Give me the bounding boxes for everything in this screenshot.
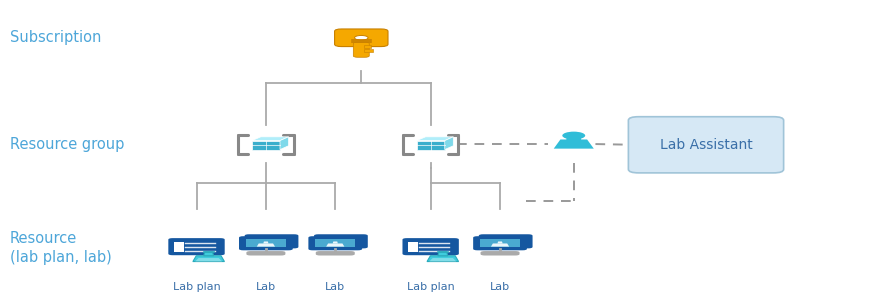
Polygon shape bbox=[427, 256, 458, 262]
FancyBboxPatch shape bbox=[315, 239, 355, 248]
FancyBboxPatch shape bbox=[408, 242, 418, 245]
FancyBboxPatch shape bbox=[246, 251, 285, 256]
FancyBboxPatch shape bbox=[473, 236, 527, 250]
FancyBboxPatch shape bbox=[480, 239, 520, 248]
Polygon shape bbox=[332, 242, 337, 244]
FancyBboxPatch shape bbox=[566, 138, 580, 142]
FancyBboxPatch shape bbox=[478, 234, 532, 248]
Polygon shape bbox=[496, 242, 514, 245]
FancyBboxPatch shape bbox=[239, 236, 293, 250]
Polygon shape bbox=[251, 141, 280, 150]
FancyBboxPatch shape bbox=[408, 245, 418, 248]
Text: Lab Assistant: Lab Assistant bbox=[659, 138, 752, 152]
FancyBboxPatch shape bbox=[353, 42, 368, 57]
FancyBboxPatch shape bbox=[408, 249, 418, 252]
Text: Lab plan: Lab plan bbox=[172, 282, 220, 292]
Text: Resource
(lab plan, lab): Resource (lab plan, lab) bbox=[10, 231, 112, 266]
FancyBboxPatch shape bbox=[308, 236, 362, 250]
FancyBboxPatch shape bbox=[246, 239, 286, 248]
FancyBboxPatch shape bbox=[174, 242, 183, 245]
Text: Subscription: Subscription bbox=[10, 30, 102, 45]
Polygon shape bbox=[251, 137, 289, 141]
Polygon shape bbox=[553, 140, 594, 148]
Polygon shape bbox=[263, 242, 269, 244]
Polygon shape bbox=[338, 239, 343, 242]
FancyBboxPatch shape bbox=[168, 238, 224, 255]
FancyBboxPatch shape bbox=[363, 45, 370, 48]
Polygon shape bbox=[416, 137, 453, 141]
Polygon shape bbox=[428, 258, 456, 262]
Polygon shape bbox=[280, 137, 289, 150]
Text: Resource group: Resource group bbox=[10, 136, 124, 152]
Circle shape bbox=[561, 132, 585, 140]
FancyBboxPatch shape bbox=[174, 245, 183, 248]
FancyBboxPatch shape bbox=[627, 117, 783, 173]
FancyBboxPatch shape bbox=[244, 234, 298, 248]
FancyBboxPatch shape bbox=[174, 249, 183, 252]
Polygon shape bbox=[203, 252, 214, 256]
Polygon shape bbox=[437, 252, 448, 256]
Polygon shape bbox=[497, 242, 502, 244]
Polygon shape bbox=[444, 137, 453, 150]
FancyBboxPatch shape bbox=[480, 251, 519, 256]
FancyBboxPatch shape bbox=[315, 251, 355, 256]
FancyBboxPatch shape bbox=[251, 237, 291, 246]
FancyBboxPatch shape bbox=[363, 49, 373, 52]
Polygon shape bbox=[262, 242, 281, 245]
Polygon shape bbox=[490, 244, 508, 247]
FancyBboxPatch shape bbox=[321, 237, 361, 246]
Polygon shape bbox=[269, 239, 274, 242]
Circle shape bbox=[354, 35, 368, 40]
Text: Lab: Lab bbox=[325, 282, 345, 292]
Text: Lab: Lab bbox=[489, 282, 509, 292]
Polygon shape bbox=[193, 256, 224, 262]
FancyBboxPatch shape bbox=[402, 238, 458, 255]
Polygon shape bbox=[416, 141, 444, 150]
Polygon shape bbox=[331, 242, 349, 245]
Polygon shape bbox=[256, 244, 275, 247]
Text: Lab plan: Lab plan bbox=[407, 282, 454, 292]
FancyBboxPatch shape bbox=[314, 234, 368, 248]
Text: Lab: Lab bbox=[255, 282, 275, 292]
Polygon shape bbox=[502, 239, 507, 242]
FancyBboxPatch shape bbox=[485, 237, 525, 246]
Polygon shape bbox=[326, 244, 344, 247]
FancyBboxPatch shape bbox=[335, 29, 388, 46]
Polygon shape bbox=[195, 258, 222, 262]
